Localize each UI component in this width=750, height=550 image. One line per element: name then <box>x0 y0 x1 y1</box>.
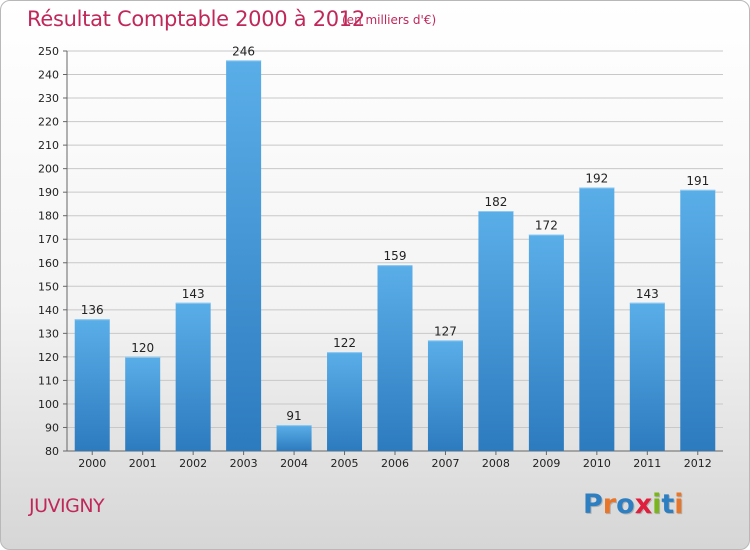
y-tick-label: 120 <box>38 351 59 364</box>
data-label: 192 <box>585 171 608 185</box>
x-tick-label: 2007 <box>431 457 459 470</box>
logo-letter: i <box>674 489 684 520</box>
y-tick-label: 100 <box>38 398 59 411</box>
logo-letter: r <box>602 489 617 520</box>
x-tick-label: 2003 <box>230 457 258 470</box>
y-tick-label: 150 <box>38 280 59 293</box>
y-tick-label: 90 <box>45 421 59 434</box>
logo-letter: x <box>634 489 653 520</box>
data-label: 246 <box>232 44 255 58</box>
bar <box>125 356 161 451</box>
bar <box>74 319 110 451</box>
labels: 80 90 100 110 120 130 140 150 160 170 180 190 200 210… <box>38 44 712 470</box>
x-tick-label: 2000 <box>78 457 106 470</box>
data-label: 143 <box>636 287 659 301</box>
logo-letter: i <box>652 489 662 520</box>
y-tick-label: 240 <box>38 69 59 82</box>
data-label: 159 <box>384 249 407 263</box>
y-tick-label: 190 <box>38 186 59 199</box>
y-tick-label: 220 <box>38 116 59 129</box>
data-label: 136 <box>81 303 104 317</box>
bar <box>579 187 615 451</box>
logo-letter: o <box>616 489 635 520</box>
bar <box>478 211 514 451</box>
bar <box>427 340 463 451</box>
y-tick-label: 170 <box>38 233 59 246</box>
bar <box>680 189 716 451</box>
y-tick-label: 80 <box>45 445 59 458</box>
chart-title: Résultat Comptable 2000 à 2012 <box>27 7 365 31</box>
data-label: 120 <box>131 341 154 355</box>
x-tick-label: 2001 <box>129 457 157 470</box>
data-label: 143 <box>182 287 205 301</box>
data-label: 182 <box>484 195 507 209</box>
y-tick-label: 140 <box>38 304 59 317</box>
x-tick-label: 2009 <box>532 457 560 470</box>
bar <box>175 302 211 451</box>
commune-name: JUVIGNY <box>29 495 105 517</box>
bar <box>377 265 413 451</box>
y-tick-label: 230 <box>38 92 59 105</box>
logo-letter: t <box>661 489 675 520</box>
x-tick-label: 2012 <box>684 457 712 470</box>
bar <box>226 60 262 451</box>
x-tick-label: 2004 <box>280 457 308 470</box>
y-tick-label: 130 <box>38 327 59 340</box>
data-label: 172 <box>535 219 558 233</box>
chart-unit: (en milliers d'€) <box>342 13 437 27</box>
y-tick-label: 110 <box>38 374 59 387</box>
x-tick-label: 2008 <box>482 457 510 470</box>
bar <box>528 234 564 451</box>
x-tick-label: 2011 <box>633 457 661 470</box>
data-label: 127 <box>434 324 457 338</box>
y-tick-label: 210 <box>38 139 59 152</box>
bar <box>327 352 363 451</box>
y-tick-label: 160 <box>38 257 59 270</box>
x-tick-label: 2010 <box>583 457 611 470</box>
x-tick-label: 2006 <box>381 457 409 470</box>
x-tick-label: 2005 <box>331 457 359 470</box>
bar <box>629 302 665 451</box>
x-tick-label: 2002 <box>179 457 207 470</box>
bar <box>276 425 312 451</box>
y-tick-label: 250 <box>38 45 59 58</box>
proxiti-logo: Proxiti <box>583 489 684 520</box>
y-tick-label: 200 <box>38 163 59 176</box>
y-tick-label: 180 <box>38 210 59 223</box>
data-label: 191 <box>686 174 709 188</box>
data-label: 91 <box>286 409 301 423</box>
bars <box>74 60 716 451</box>
data-label: 122 <box>333 336 356 350</box>
logo-letter: P <box>583 489 603 520</box>
